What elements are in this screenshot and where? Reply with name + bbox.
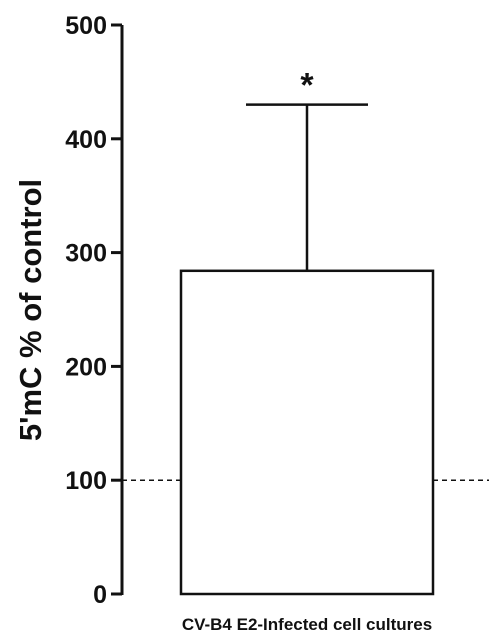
y-tick-label-400: 400 — [65, 126, 107, 154]
x-category-label: CV-B4 E2-Infected cell cultures — [182, 615, 432, 634]
significance-marker: * — [300, 67, 314, 105]
y-tick-label-0: 0 — [93, 581, 107, 609]
y-ticks-group: 0 100 200 300 400 500 — [65, 12, 122, 609]
y-axis-title: 5'mC % of control — [13, 179, 48, 441]
y-tick-label-100: 100 — [65, 467, 107, 495]
error-bars-group — [246, 103, 368, 271]
bar-0 — [179, 269, 435, 596]
y-tick-label-200: 200 — [65, 353, 107, 381]
y-tick-label-300: 300 — [65, 240, 107, 268]
y-tick-label-500: 500 — [65, 12, 107, 40]
bars-group — [179, 269, 435, 596]
